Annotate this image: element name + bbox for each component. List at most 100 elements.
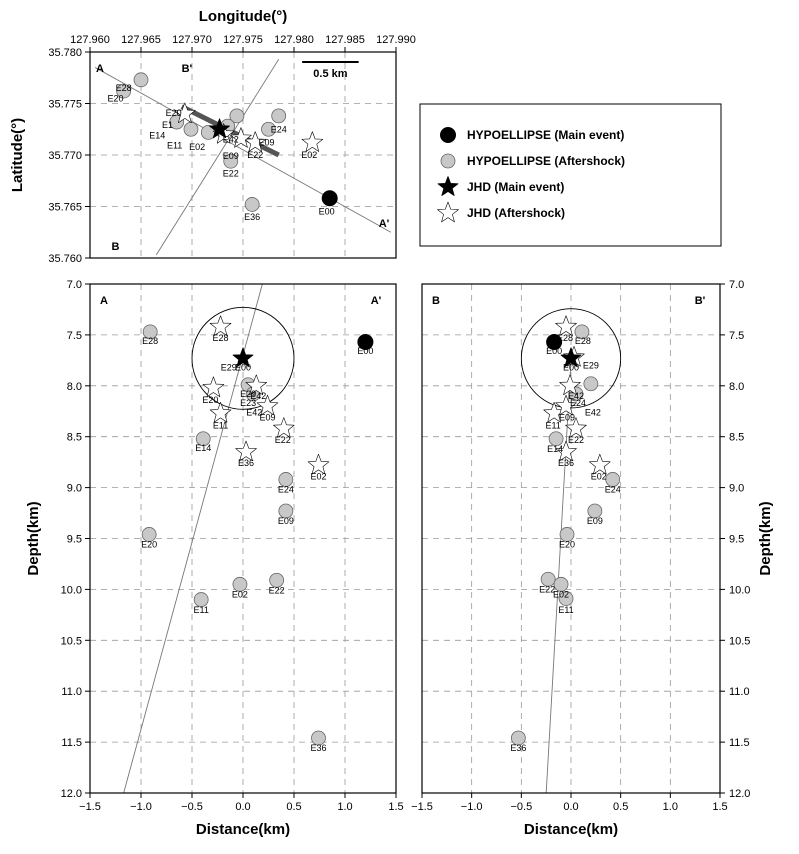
profile-label-a: A [96,63,104,75]
jhd-aftershock-point-e20 [174,102,196,123]
point-label: E42 [250,391,266,401]
point-label: E09 [587,516,603,526]
y-tick-label: 10.5 [729,635,750,647]
profile-line [94,67,392,233]
point-label: E00 [319,207,335,217]
y-tick-label: 35.760 [48,253,82,265]
point-label: E09 [278,516,294,526]
hypoellipse-aftershock-point-e22 [269,572,285,588]
x-tick-label: 1.0 [337,801,352,813]
point-label: E02 [232,589,248,599]
x-tick-label: −1.0 [130,801,152,813]
y-tick-label: 8.5 [729,432,744,444]
y-tick-label: 35.770 [48,150,82,162]
y-axis-title: Depth(km) [757,501,774,575]
hypoellipse-aftershock-point-e09 [261,121,276,137]
hypoellipse-aftershock-point-e02 [553,576,569,592]
point-label: E36 [244,212,260,222]
x-tick-label: 0.0 [563,801,578,813]
hypoellipse-aftershock-point-e02 [232,576,248,592]
jhd-aftershock-point-e28 [209,315,232,336]
profile-label-right: A' [371,295,382,307]
legend-marker-3 [437,201,459,223]
uncertainty-circle [520,308,622,409]
uncertainty-circle [191,306,295,410]
point-label: E28 [213,333,229,343]
legend-label: HYPOELLIPSE (Main event) [467,128,624,142]
point-label: E42 [223,135,239,145]
hypoellipse-aftershock-point-e24 [605,472,621,487]
x-tick-label: 0.0 [235,801,250,813]
point-label: E29 [240,389,256,399]
jhd-main-point-e00 [232,347,254,368]
x-tick-label: 127.975 [223,34,263,46]
x-tick-label: −1.5 [79,801,101,813]
hypoellipse-aftershock-point-e42 [229,108,245,124]
y-tick-label: 7.0 [729,279,744,291]
point-label: E11 [558,605,573,615]
profile-label-right: B' [695,295,706,307]
point-label: E36 [510,743,526,753]
hypoellipse-aftershock-point-e20 [559,527,575,542]
x-tick-label: 0.5 [613,801,628,813]
point-label: E00 [357,346,373,356]
y-tick-label: 35.775 [48,99,82,111]
y-tick-label: 8.0 [67,381,82,393]
y-tick-label: 10.0 [61,584,82,596]
point-label: E24 [271,124,287,134]
profile-label-left: B [432,295,440,307]
jhd-aftershock-point-e09 [555,394,577,416]
point-label: E22 [269,585,285,595]
point-label: E28 [557,333,573,343]
hypoellipse-aftershock-point-e09 [587,503,603,519]
jhd-aftershock-point-e22 [273,417,295,438]
hypoellipse-main-point-e00 [321,190,338,207]
hypoellipse-main-point-e00 [357,334,374,351]
point-label: E09 [259,412,275,422]
hypoellipse-aftershock-point-e24 [271,108,287,124]
x-axis-title: Distance(km) [524,821,618,838]
hypoellipse-aftershock-point-e28 [142,324,158,340]
x-tick-label: −1.0 [461,801,483,813]
point-label: E14 [547,444,563,454]
hypoellipse-aftershock-point-e11 [183,121,199,137]
jhd-aftershock-point-e36 [235,440,257,462]
point-label: E02 [310,471,326,481]
point-label: E36 [558,458,574,468]
plot-area: E28E28E00E00E29E29E42E23E20E42E09E11E22E… [123,284,374,793]
hypoellipse-aftershock-point-e20 [141,527,157,542]
hypoellipse-aftershock-point-e20 [116,83,132,99]
point-label: E22 [539,584,555,594]
point-label: E11 [194,605,209,615]
jhd-aftershock-point-e22 [244,131,266,152]
y-tick-label: 12.0 [61,788,82,800]
point-label: E22 [275,435,291,445]
y-tick-label: 10.0 [729,584,750,596]
point-label: E24 [570,398,586,408]
point-label: E24 [278,485,294,495]
point-label: E11 [545,421,560,431]
jhd-aftershock-point-e28 [555,315,577,336]
jhd-aftershock-point-e29 [230,127,252,148]
y-tick-label: 11.5 [61,737,82,749]
x-tick-label: 127.985 [325,34,365,46]
legend-label: JHD (Main event) [467,180,564,194]
point-label: E09 [559,412,575,422]
point-label: E36 [310,743,326,753]
y-tick-label: 8.0 [729,381,744,393]
jhd-main-point-e00 [209,118,230,139]
point-label: E11 [213,421,228,431]
point-label: E02 [553,589,569,599]
jhd-aftershock-point-e02 [589,453,611,475]
x-tick-label: 127.990 [376,34,416,46]
point-label: E20 [202,395,218,405]
y-tick-label: 7.5 [67,330,82,342]
y-axis-title: Depth(km) [25,501,42,575]
point-label: E29 [583,360,599,370]
hypoellipse-aftershock-point-e28 [574,324,590,340]
profile-label-b-prime: B' [182,63,193,75]
hypoellipse-main-point-e00 [546,334,563,351]
profile-label-a-prime: A' [379,218,390,230]
jhd-aftershock-point-e42 [245,374,268,395]
